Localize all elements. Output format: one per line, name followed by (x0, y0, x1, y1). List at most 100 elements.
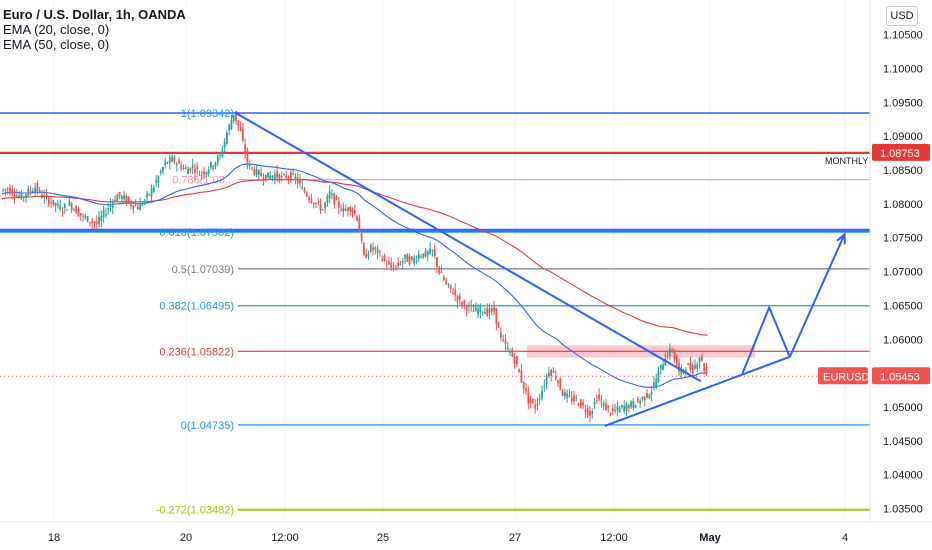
candle (388, 256, 390, 265)
candle-body (413, 258, 416, 264)
candle (317, 198, 320, 206)
candle-body (61, 211, 64, 213)
candle-body (568, 395, 571, 397)
candle-body (652, 382, 655, 387)
candle-body (378, 251, 381, 253)
candle (251, 166, 253, 171)
candle-body (461, 302, 463, 306)
candle (150, 184, 153, 204)
candle (308, 195, 311, 204)
candle-body (301, 186, 304, 190)
candle (257, 168, 260, 180)
candle-body (618, 407, 621, 413)
candle-body (196, 166, 199, 170)
candle-body (468, 305, 470, 307)
candle (287, 175, 290, 185)
candle-body (319, 204, 322, 211)
candle (442, 275, 445, 282)
candle-body (538, 398, 541, 400)
candle (689, 357, 692, 373)
candle-body (705, 367, 708, 375)
candle-body (148, 194, 151, 196)
candle-body (575, 398, 578, 400)
candle-body (684, 370, 687, 373)
candle-body (703, 363, 706, 371)
candle (57, 199, 59, 209)
candle (120, 194, 123, 205)
candle (506, 342, 509, 351)
candle-body (598, 394, 600, 400)
candle (27, 185, 30, 198)
candle (20, 190, 23, 201)
candle-body (342, 207, 345, 212)
candle (89, 221, 91, 227)
candle-body (228, 124, 231, 131)
candle (162, 166, 164, 175)
candle-body (102, 210, 105, 218)
candle (376, 244, 379, 260)
candle-body (157, 176, 160, 184)
candle (47, 196, 50, 207)
candle (668, 343, 671, 360)
candle-body (648, 394, 651, 399)
candle-body (75, 206, 78, 214)
candle-body (13, 194, 16, 198)
candle (406, 253, 409, 262)
candle-body (367, 254, 370, 256)
candle-body (394, 265, 397, 267)
candle-body (22, 196, 25, 198)
candle-body (515, 356, 518, 364)
candle (474, 302, 477, 312)
candle-body (486, 307, 489, 316)
currency-button[interactable]: USD (886, 6, 918, 26)
candle (237, 120, 240, 132)
candle-body (579, 399, 582, 408)
candle (9, 184, 11, 196)
candle-body (184, 167, 187, 169)
candle-body (95, 221, 98, 225)
candle (273, 169, 276, 184)
candle (650, 385, 653, 402)
candle (212, 165, 215, 172)
candle-body (335, 196, 338, 200)
candle-body (547, 372, 550, 377)
candle (543, 379, 546, 392)
fib-label: -0.272(1.03482) (156, 505, 234, 517)
candle (66, 208, 68, 211)
candle (13, 188, 16, 204)
candle (262, 173, 265, 186)
candle-body (63, 204, 66, 208)
candle (534, 398, 537, 414)
candle (609, 412, 612, 417)
candle-body (162, 167, 164, 172)
candle-body (59, 205, 62, 210)
candle-body (440, 271, 443, 273)
candle (465, 304, 468, 317)
candle-body (333, 193, 336, 205)
candle-body (390, 263, 393, 269)
candle-body (662, 364, 664, 371)
candle-body (641, 397, 644, 400)
candle-body (659, 364, 662, 370)
candle-body (436, 257, 438, 268)
candle (573, 390, 575, 405)
candle (31, 187, 34, 194)
candle (159, 169, 162, 176)
candle-body (260, 172, 263, 177)
candle-body (602, 403, 605, 407)
candle-body (200, 172, 203, 174)
candle-body (305, 192, 308, 197)
candle-body (278, 174, 281, 181)
candle-body (221, 150, 224, 157)
candle (34, 183, 37, 197)
candle (417, 249, 420, 263)
candle (312, 202, 315, 209)
candle-body (554, 376, 557, 380)
candle-body (34, 187, 37, 193)
candle-body (207, 169, 210, 174)
candle (328, 185, 331, 204)
candle (191, 158, 194, 175)
time-tick-label: 12:00 (271, 532, 299, 544)
candle (563, 388, 566, 400)
